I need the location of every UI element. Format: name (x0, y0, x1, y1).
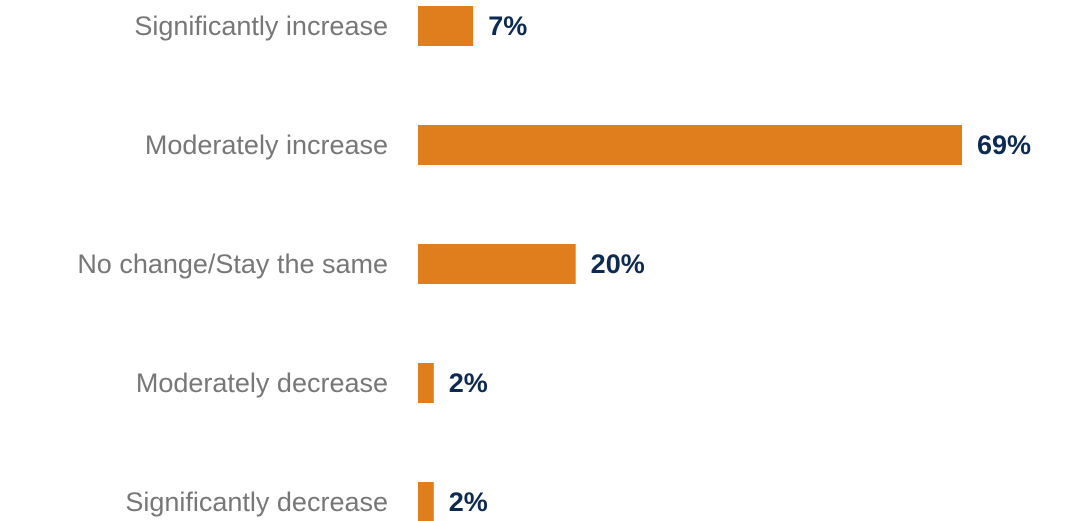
value-label: 20% (591, 249, 645, 279)
bar (418, 482, 434, 521)
value-label: 7% (488, 11, 527, 41)
value-label: 2% (449, 487, 488, 517)
bar (418, 363, 434, 403)
bar (418, 6, 474, 46)
bars-layer (418, 6, 962, 521)
bar (418, 125, 962, 165)
labels-layer: Significantly increase 7% Moderately incre… (77, 11, 1031, 517)
category-label: No change/Stay the same (77, 249, 388, 279)
category-label: Moderately increase (145, 130, 388, 160)
category-label: Significantly decrease (125, 487, 388, 517)
bar (418, 244, 576, 284)
value-label: 2% (449, 368, 488, 398)
value-label: 69% (977, 130, 1031, 160)
category-label: Moderately decrease (136, 368, 388, 398)
category-label: Significantly increase (134, 11, 388, 41)
